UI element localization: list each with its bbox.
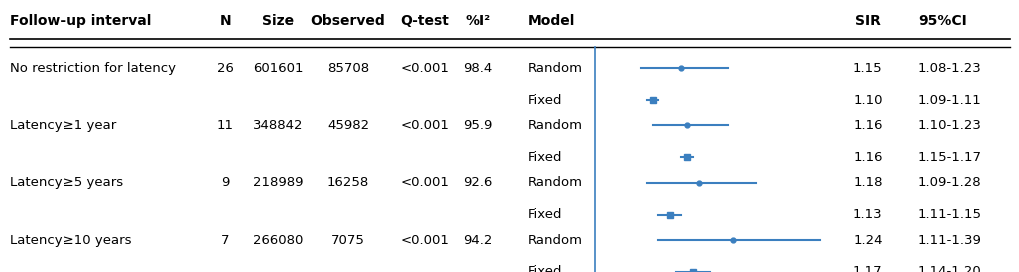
Text: 348842: 348842 bbox=[253, 119, 303, 132]
Text: 95.9: 95.9 bbox=[463, 119, 492, 132]
Text: Random: Random bbox=[528, 176, 583, 189]
Text: Q-test: Q-test bbox=[400, 14, 449, 28]
Text: 1.24: 1.24 bbox=[852, 234, 881, 247]
Text: Latency≥10 years: Latency≥10 years bbox=[10, 234, 131, 247]
Text: 7: 7 bbox=[221, 234, 229, 247]
Text: 9: 9 bbox=[221, 176, 229, 189]
Text: 1.14-1.20: 1.14-1.20 bbox=[917, 265, 980, 272]
Text: 1.08-1.23: 1.08-1.23 bbox=[917, 61, 980, 75]
Text: Fixed: Fixed bbox=[528, 208, 561, 221]
Text: Fixed: Fixed bbox=[528, 94, 561, 107]
Text: Random: Random bbox=[528, 119, 583, 132]
Text: Observed: Observed bbox=[311, 14, 385, 28]
Text: 218989: 218989 bbox=[253, 176, 303, 189]
Text: 94.2: 94.2 bbox=[463, 234, 492, 247]
Text: Random: Random bbox=[528, 234, 583, 247]
Text: 1.09-1.11: 1.09-1.11 bbox=[917, 94, 980, 107]
Text: <0.001: <0.001 bbox=[400, 61, 449, 75]
Text: <0.001: <0.001 bbox=[400, 176, 449, 189]
Text: SIR: SIR bbox=[854, 14, 880, 28]
Text: N: N bbox=[219, 14, 230, 28]
Text: 16258: 16258 bbox=[327, 176, 369, 189]
Text: 7075: 7075 bbox=[331, 234, 365, 247]
Text: 92.6: 92.6 bbox=[463, 176, 492, 189]
Text: <0.001: <0.001 bbox=[400, 234, 449, 247]
Text: 1.10: 1.10 bbox=[852, 94, 881, 107]
Text: Fixed: Fixed bbox=[528, 151, 561, 164]
Text: 1.16: 1.16 bbox=[852, 151, 881, 164]
Text: 1.09-1.28: 1.09-1.28 bbox=[917, 176, 980, 189]
Text: Size: Size bbox=[262, 14, 293, 28]
Text: 1.11-1.39: 1.11-1.39 bbox=[917, 234, 980, 247]
Text: No restriction for latency: No restriction for latency bbox=[10, 61, 176, 75]
Text: 1.11-1.15: 1.11-1.15 bbox=[917, 208, 981, 221]
Text: 1.18: 1.18 bbox=[852, 176, 881, 189]
Text: 1.10-1.23: 1.10-1.23 bbox=[917, 119, 980, 132]
Text: <0.001: <0.001 bbox=[400, 119, 449, 132]
Text: 45982: 45982 bbox=[327, 119, 369, 132]
Text: 1.13: 1.13 bbox=[852, 208, 881, 221]
Text: Follow-up interval: Follow-up interval bbox=[10, 14, 152, 28]
Text: Fixed: Fixed bbox=[528, 265, 561, 272]
Text: 11: 11 bbox=[216, 119, 233, 132]
Text: 1.15: 1.15 bbox=[852, 61, 881, 75]
Text: 601601: 601601 bbox=[253, 61, 303, 75]
Text: Latency≥1 year: Latency≥1 year bbox=[10, 119, 116, 132]
Text: 85708: 85708 bbox=[327, 61, 369, 75]
Text: 98.4: 98.4 bbox=[463, 61, 492, 75]
Text: 1.17: 1.17 bbox=[852, 265, 881, 272]
Text: Model: Model bbox=[528, 14, 575, 28]
Text: 1.15-1.17: 1.15-1.17 bbox=[917, 151, 981, 164]
Text: 266080: 266080 bbox=[253, 234, 303, 247]
Text: 1.16: 1.16 bbox=[852, 119, 881, 132]
Text: 95%CI: 95%CI bbox=[917, 14, 966, 28]
Text: Random: Random bbox=[528, 61, 583, 75]
Text: 26: 26 bbox=[216, 61, 233, 75]
Text: Latency≥5 years: Latency≥5 years bbox=[10, 176, 123, 189]
Text: %I²: %I² bbox=[465, 14, 490, 28]
